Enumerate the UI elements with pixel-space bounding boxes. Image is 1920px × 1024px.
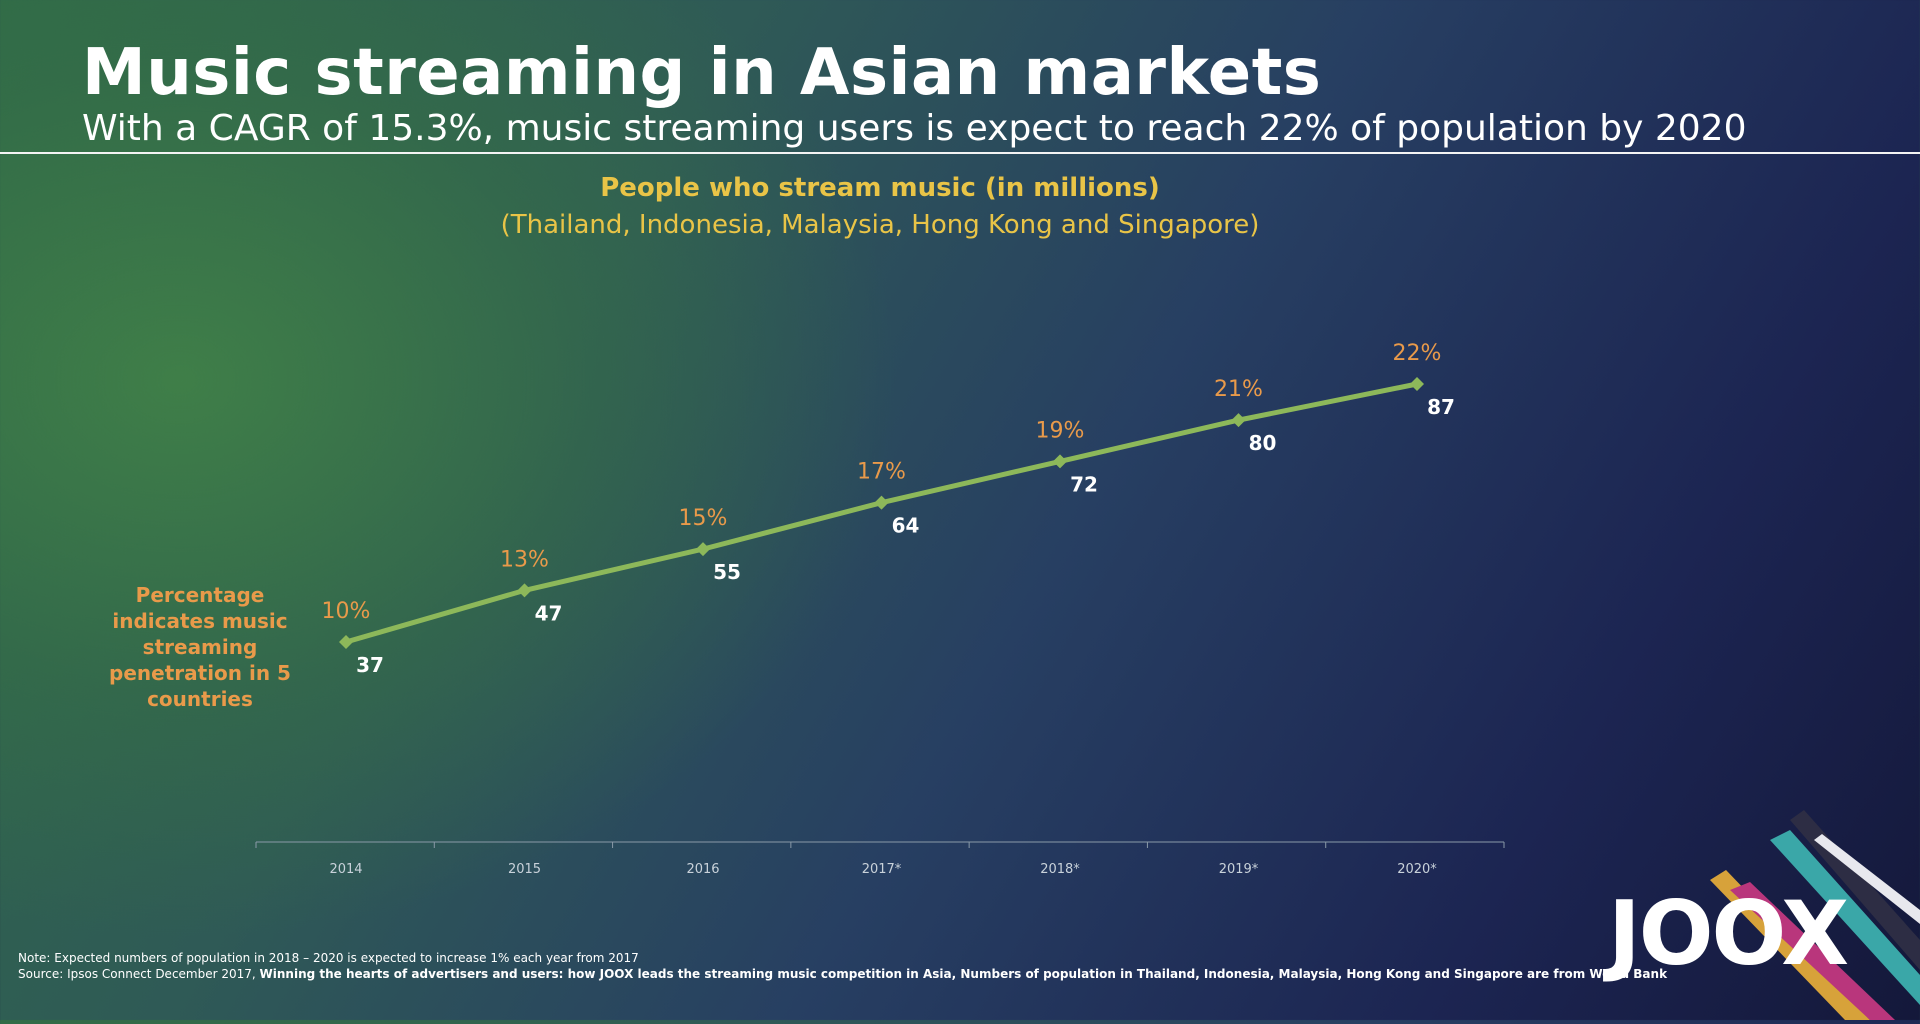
x-tick-label: 2018* <box>1040 862 1080 877</box>
logo-stripe-light <box>1814 834 1920 924</box>
chart-subtitle: (Thailand, Indonesia, Malaysia, Hong Kon… <box>500 210 1260 240</box>
page-title: Music streaming in Asian markets <box>82 36 1322 110</box>
value-label: 55 <box>713 560 741 584</box>
x-tick-label: 2016 <box>686 862 719 877</box>
footer-source-prefix: Source: Ipsos Connect December 2017, <box>18 967 260 981</box>
logo-stripe-teal <box>1770 830 1920 1005</box>
series-line <box>345 381 1418 645</box>
x-tick-label: 2014 <box>329 862 362 877</box>
value-label: 64 <box>892 514 920 538</box>
logo-stripes <box>1710 810 1920 1020</box>
data-point-2016 <box>696 542 710 557</box>
percent-label: 17% <box>857 460 906 485</box>
footer: Note: Expected numbers of population in … <box>18 950 1667 982</box>
x-tick-label: 2019* <box>1219 862 1259 877</box>
value-label: 80 <box>1249 431 1277 455</box>
footer-source-bold: Winning the hearts of advertisers and us… <box>259 967 1668 981</box>
x-tick-label: 2015 <box>508 862 541 877</box>
title-divider <box>0 152 1920 154</box>
value-label: 72 <box>1070 472 1098 496</box>
percent-label: 15% <box>679 506 728 531</box>
percent-label: 21% <box>1214 377 1263 402</box>
chart-title: People who stream music (in millions) <box>600 173 1160 203</box>
logo-stripe-magenta <box>1730 882 1895 1020</box>
percent-label: 10% <box>322 599 371 624</box>
percent-label: 19% <box>1036 418 1085 443</box>
data-point-2019 <box>1231 413 1246 428</box>
logo-text: JOOX <box>1608 882 1849 985</box>
penetration-note: Percentage indicates music streaming pen… <box>109 583 291 711</box>
data-point-2018 <box>1053 454 1067 469</box>
joox-logo: JOOX <box>1600 800 1920 1020</box>
percent-label: 22% <box>1393 341 1442 366</box>
data-point-2020 <box>1410 377 1424 391</box>
logo-stripe-dark <box>1790 810 1920 970</box>
data-point-2014 <box>339 635 353 649</box>
x-tick-label: 2017* <box>862 862 902 877</box>
page-subtitle: With a CAGR of 15.3%, music streaming us… <box>82 108 1747 149</box>
value-label: 87 <box>1427 395 1455 419</box>
footer-source: Source: Ipsos Connect December 2017, Win… <box>18 966 1667 982</box>
value-label: 37 <box>356 653 384 677</box>
x-tick-label: 2020* <box>1397 862 1437 877</box>
percent-label: 13% <box>500 547 549 572</box>
data-point-2015 <box>517 583 532 598</box>
value-label: 47 <box>535 601 563 625</box>
footer-note: Note: Expected numbers of population in … <box>18 951 639 965</box>
data-point-2017 <box>874 495 889 510</box>
